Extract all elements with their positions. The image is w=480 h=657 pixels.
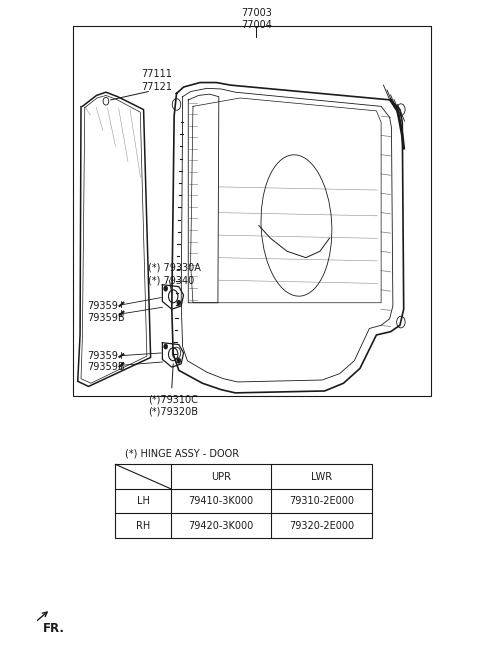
Text: 77003
77004: 77003 77004 — [241, 8, 272, 30]
Text: LWR: LWR — [311, 472, 332, 482]
Circle shape — [177, 300, 181, 306]
Circle shape — [164, 286, 168, 291]
Text: RH: RH — [136, 520, 150, 530]
Text: FR.: FR. — [42, 622, 64, 635]
Text: 79310-2E000: 79310-2E000 — [289, 496, 354, 506]
Text: 79359B: 79359B — [87, 362, 125, 372]
Text: LH: LH — [137, 496, 150, 506]
Text: 79359: 79359 — [87, 301, 118, 311]
Text: UPR: UPR — [211, 472, 231, 482]
Text: (*) 79330A
(*) 79340: (*) 79330A (*) 79340 — [148, 263, 201, 285]
Text: 79359: 79359 — [87, 351, 118, 361]
Text: 79420-3K000: 79420-3K000 — [189, 520, 254, 530]
Text: (*)79310C
(*)79320B: (*)79310C (*)79320B — [148, 394, 198, 417]
Bar — [115, 464, 372, 537]
Bar — [73, 26, 431, 396]
Text: 77111
77121: 77111 77121 — [141, 69, 172, 91]
Text: (*) HINGE ASSY - DOOR: (*) HINGE ASSY - DOOR — [125, 449, 239, 459]
Circle shape — [164, 344, 168, 349]
Text: 79320-2E000: 79320-2E000 — [289, 520, 354, 530]
Text: 79410-3K000: 79410-3K000 — [189, 496, 253, 506]
Text: 79359B: 79359B — [87, 313, 125, 323]
Circle shape — [177, 358, 181, 363]
